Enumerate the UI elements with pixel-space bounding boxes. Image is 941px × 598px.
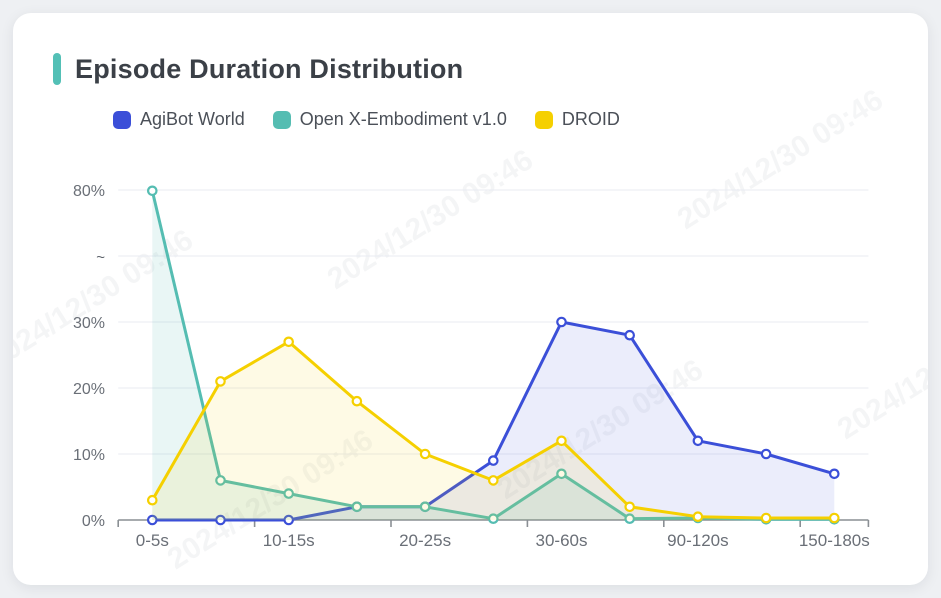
data-point-marker-droid[interactable] [760,512,772,524]
y-axis-label: 20% [73,381,105,398]
x-axis-label: 0-5s [136,531,169,550]
x-axis-label: 20-25s [399,531,451,550]
data-point-marker-open-x-embodiment-v1-0[interactable] [351,501,363,513]
data-point-marker-droid[interactable] [556,435,567,447]
data-point-marker-droid[interactable] [487,475,499,486]
data-point-marker-open-x-embodiment-v1-0[interactable] [215,475,226,486]
series-area-open-x-embodiment-v1-0 [152,190,835,521]
legend-item-agibot-world[interactable]: AgiBot World [113,109,245,130]
page-title: Episode Duration Distribution [75,53,464,84]
line-chart-canvas[interactable]: 0% 10% 20% 30% ~80% 0-5s 10-15s 20-25s 30-60s 90-… [13,150,928,580]
data-point-marker-droid[interactable] [283,336,294,348]
y-axis-label: 0% [82,513,105,530]
series-area-agibot-world [152,322,835,520]
data-point-marker-open-x-embodiment-v1-0[interactable] [147,185,158,197]
legend-swatch-icon [534,110,553,129]
legend-label: AgiBot World [140,109,245,129]
data-point-marker-open-x-embodiment-v1-0[interactable] [556,468,567,480]
data-point-marker-agibot-world[interactable] [147,514,158,526]
data-point-marker-open-x-embodiment-v1-0[interactable] [624,513,635,524]
data-point-marker-agibot-world[interactable] [692,435,704,447]
data-point-marker-droid[interactable] [147,494,158,506]
x-axis-label: 150-180s [799,531,870,550]
legend-item-droid[interactable]: DROID [534,109,620,130]
x-axis-label: 90-120s [667,531,728,550]
data-point-marker-droid[interactable] [828,512,840,524]
data-point-marker-open-x-embodiment-v1-0[interactable] [283,488,294,499]
data-point-marker-open-x-embodiment-v1-0[interactable] [419,501,431,513]
data-point-marker-agibot-world[interactable] [760,448,772,460]
data-point-marker-agibot-world[interactable] [215,514,226,526]
y-axis-label: 80% [73,183,105,200]
chart-area: 0% 10% 20% 30% ~80% 0-5s 10-15s 20-25s 30-60s 90-… [13,150,928,580]
legend-swatch-icon [272,110,291,129]
legend-label: DROID [561,109,620,129]
legend-swatch-icon [113,110,131,129]
data-point-marker-open-x-embodiment-v1-0[interactable] [487,513,499,524]
data-point-marker-droid[interactable] [624,501,635,513]
title-accent-bar [53,53,61,85]
x-axis-label: 10-15s [263,531,315,550]
y-axis-label: 10% [73,447,105,464]
card-header: Episode Duration Distribution [13,13,928,85]
data-point-marker-droid[interactable] [692,511,704,522]
y-axis-label: 30% [73,315,105,332]
data-point-marker-agibot-world[interactable] [487,455,499,466]
data-point-marker-droid[interactable] [419,448,431,460]
data-point-marker-agibot-world[interactable] [556,316,567,328]
data-point-marker-droid[interactable] [351,395,363,407]
chart-legend: AgiBot World Open X-Embodiment v1.0 DROID [113,109,928,130]
data-point-marker-droid[interactable] [215,376,226,387]
series-area-droid [152,341,835,520]
x-axis-label: 30-60s [536,531,588,550]
y-axis-label: ~ [96,249,105,266]
data-point-marker-agibot-world[interactable] [624,329,635,341]
legend-label: Open X-Embodiment v1.0 [299,109,507,129]
data-point-marker-agibot-world[interactable] [283,514,294,526]
legend-item-open-x-embodiment-v1-0[interactable]: Open X-Embodiment v1.0 [272,109,507,130]
chart-card: 2024/12/30 09:46 2024/12/30 09:46 2024/1… [13,13,928,585]
data-point-marker-agibot-world[interactable] [828,468,840,480]
